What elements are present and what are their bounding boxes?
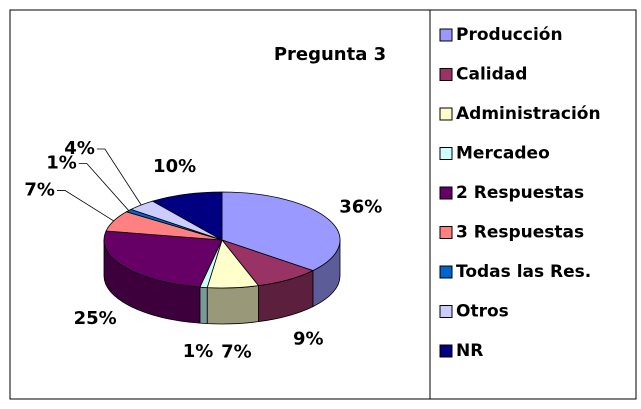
data-label: 1% <box>46 153 77 174</box>
data-label: 7% <box>221 341 252 362</box>
data-label: 9% <box>293 329 324 350</box>
data-label: 4% <box>64 138 95 159</box>
legend-label: Otros <box>456 302 509 322</box>
legend-label: Calidad <box>456 65 527 85</box>
legend-swatch <box>439 28 453 42</box>
legend-label: 2 Respuestas <box>456 183 584 203</box>
slice-side <box>199 286 208 325</box>
legend-swatch <box>439 68 453 81</box>
chart-title: Pregunta 3 <box>274 44 386 65</box>
data-label: 7% <box>24 179 55 200</box>
leader-line <box>96 148 142 206</box>
legend-swatch <box>439 107 453 121</box>
legend-label: Mercadeo <box>456 144 550 164</box>
leader-line <box>78 163 130 211</box>
legend-label: Administración <box>456 104 601 124</box>
legend-swatch <box>439 226 453 239</box>
slice <box>221 191 341 272</box>
slice <box>151 191 223 241</box>
legend-label: Todas las Res. <box>456 262 591 282</box>
legend-swatch <box>439 147 453 160</box>
data-label: 1% <box>183 341 214 362</box>
data-label: 25% <box>74 308 117 329</box>
slice-side <box>206 285 259 325</box>
legend-swatch <box>439 265 453 279</box>
legend-label: 3 Respuestas <box>456 223 584 243</box>
legend-label: Producción <box>456 25 563 45</box>
slice <box>103 230 223 288</box>
leader-line <box>56 190 114 222</box>
data-label: 36% <box>339 196 382 217</box>
legend-swatch <box>439 344 453 358</box>
legend-swatch <box>439 186 453 200</box>
legend-frame <box>429 9 637 400</box>
legend-label: NR <box>456 341 483 361</box>
data-label: 10% <box>153 156 196 177</box>
legend-swatch <box>439 305 453 318</box>
